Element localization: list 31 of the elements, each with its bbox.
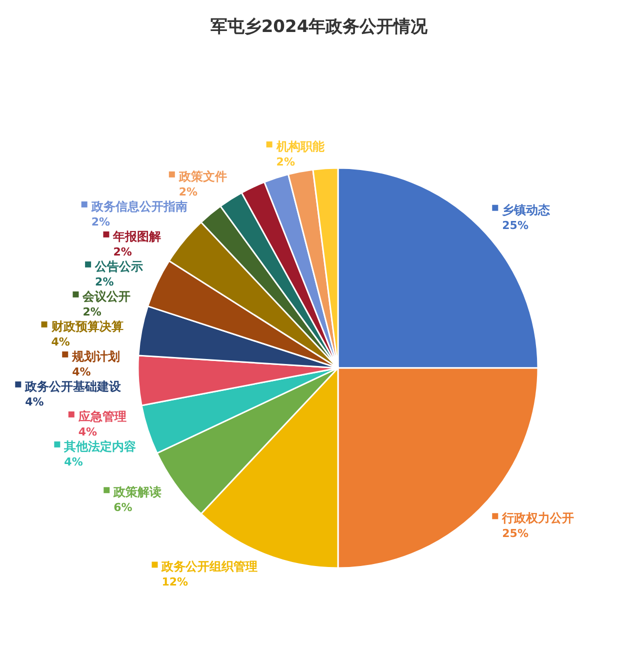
legend-label: 应急管理 [77,409,126,424]
legend-label: 政策解读 [112,485,162,500]
data-label: 25% [502,527,528,540]
data-label: 2% [178,185,198,198]
legend-label: 乡镇动态 [502,202,552,217]
legend-label: 行政权力公开 [501,511,574,526]
data-label: 4% [51,335,70,348]
data-label: 25% [502,218,528,232]
data-label: 2% [91,215,110,228]
data-label: 4% [72,365,91,378]
data-label: 12% [162,576,188,589]
legend-label: 政务公开基础建设 [24,379,122,394]
legend-label: 公告公示 [94,259,144,274]
legend-label: 规划计划 [71,349,120,364]
legend-label: 财政预算决算 [50,319,124,334]
legend-label: 政策文件 [178,169,227,184]
data-label: 6% [114,501,132,514]
data-label: 2% [82,305,102,318]
legend-label: 会议公开 [82,289,131,304]
legend-label: 政务信息公开指南 [90,199,188,214]
data-label: 4% [78,425,98,438]
data-label: 2% [95,275,114,288]
data-label: 4% [25,395,44,408]
legend-label: 机构职能 [275,139,326,154]
data-label: 2% [113,245,132,258]
legend-label: 政务公开组织管理 [160,560,258,574]
legend-label: 其他法定内容 [63,439,136,454]
data-label: 4% [64,455,83,468]
data-label: 2% [276,155,295,168]
chart-title: 军屯乡2024年政务公开情况 [210,17,429,37]
legend-label: 年报图解 [112,229,162,244]
